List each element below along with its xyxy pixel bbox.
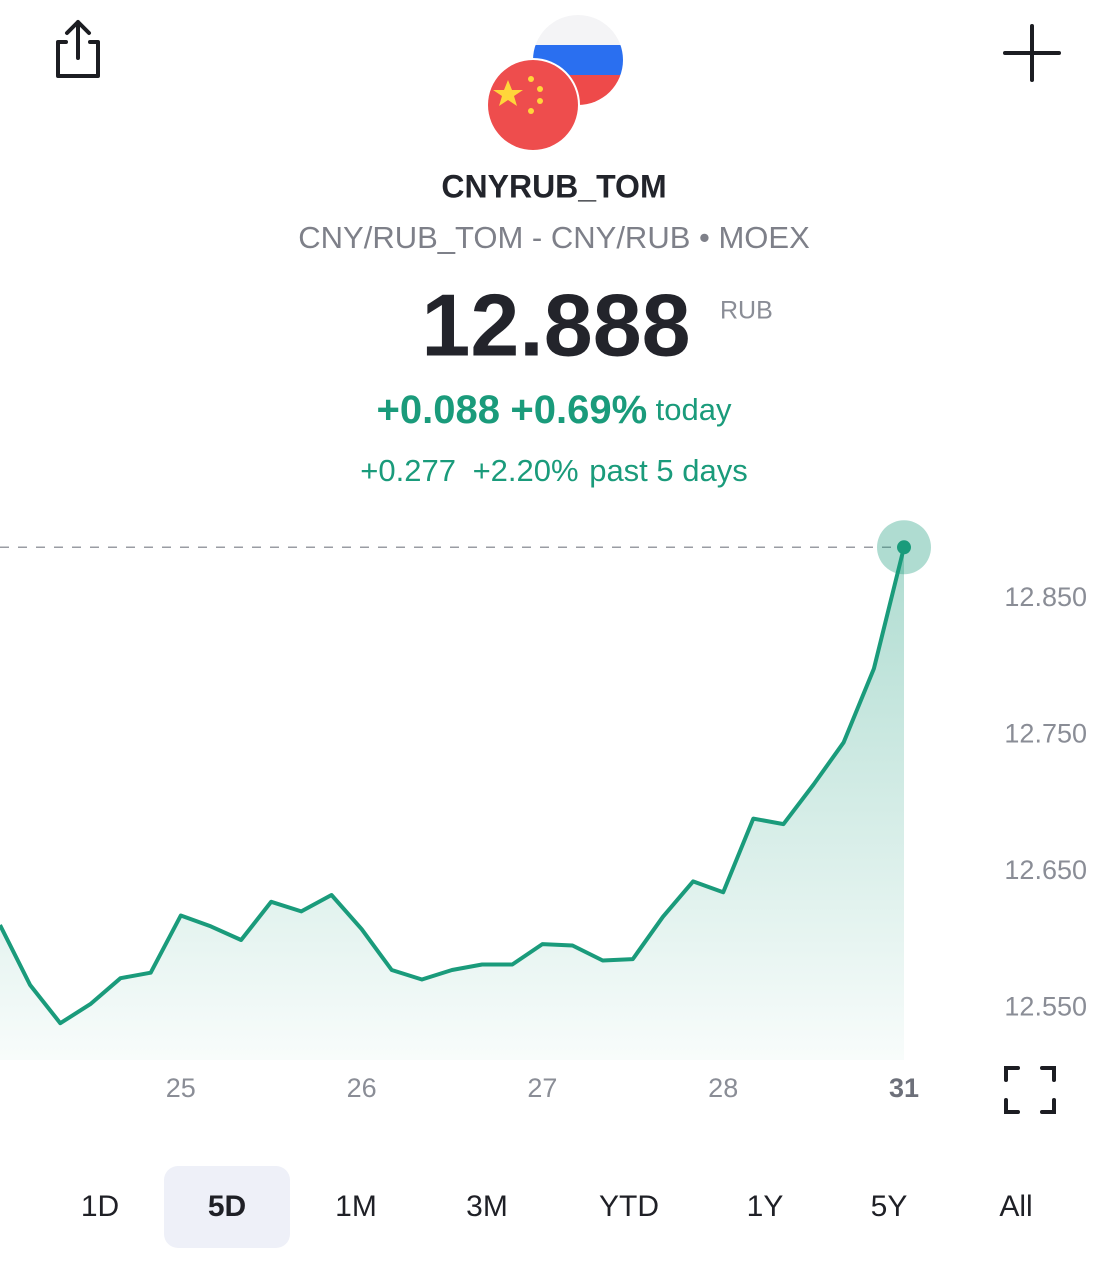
price: 12.888 (421, 275, 690, 374)
currency: RUB (720, 297, 773, 325)
range-button[interactable]: YTD (599, 1190, 659, 1223)
x-tick-label: 28 (708, 1073, 738, 1103)
range-label: YTD (599, 1190, 659, 1223)
x-tick-label: 25 (166, 1073, 196, 1103)
y-tick-label: 12.850 (1004, 582, 1087, 612)
china-flag (486, 58, 580, 152)
range-button[interactable]: All (999, 1190, 1032, 1223)
area-fill (0, 547, 904, 1060)
range-label: 1D (81, 1190, 119, 1223)
share-button[interactable] (56, 20, 100, 78)
range-button[interactable]: 1M (335, 1190, 377, 1223)
range-button[interactable]: 5Y (871, 1190, 908, 1223)
y-tick-label: 12.650 (1004, 855, 1087, 885)
today-change: +0.088 +0.69% today (377, 388, 732, 432)
range-label: 5D (208, 1190, 246, 1223)
range-button[interactable]: 5D (164, 1166, 290, 1248)
period-pct: +2.20% (473, 453, 579, 488)
range-label: 1Y (747, 1190, 784, 1223)
x-tick-label: 31 (889, 1073, 919, 1103)
fullscreen-button[interactable] (1004, 1066, 1056, 1114)
range-button-bg (164, 1166, 290, 1248)
today-pct: +0.69% (510, 388, 647, 432)
subtitle: CNY/RUB_TOM - CNY/RUB • MOEX (298, 220, 810, 255)
last-point (897, 540, 911, 555)
range-label: All (999, 1190, 1032, 1223)
range-label: 3M (466, 1190, 508, 1223)
x-tick-label: 27 (527, 1073, 557, 1103)
range-label: 1M (335, 1190, 377, 1223)
price-line (0, 546, 906, 1026)
period-label: past 5 days (589, 453, 748, 488)
range-button[interactable]: 1D (81, 1190, 119, 1223)
period-change: +0.277 +2.20% past 5 days (360, 453, 748, 488)
y-tick-label: 12.550 (1004, 991, 1087, 1021)
today-abs: +0.088 (377, 388, 500, 432)
range-label: 5Y (871, 1190, 908, 1223)
add-button[interactable] (1003, 24, 1061, 82)
symbol: CNYRUB_TOM (441, 168, 666, 204)
y-tick-label: 12.750 (1004, 719, 1087, 749)
range-button[interactable]: 1Y (747, 1190, 784, 1223)
range-button[interactable]: 3M (466, 1190, 508, 1223)
period-abs: +0.277 (360, 453, 456, 488)
today-label: today (656, 392, 732, 427)
x-tick-label: 26 (347, 1073, 377, 1103)
